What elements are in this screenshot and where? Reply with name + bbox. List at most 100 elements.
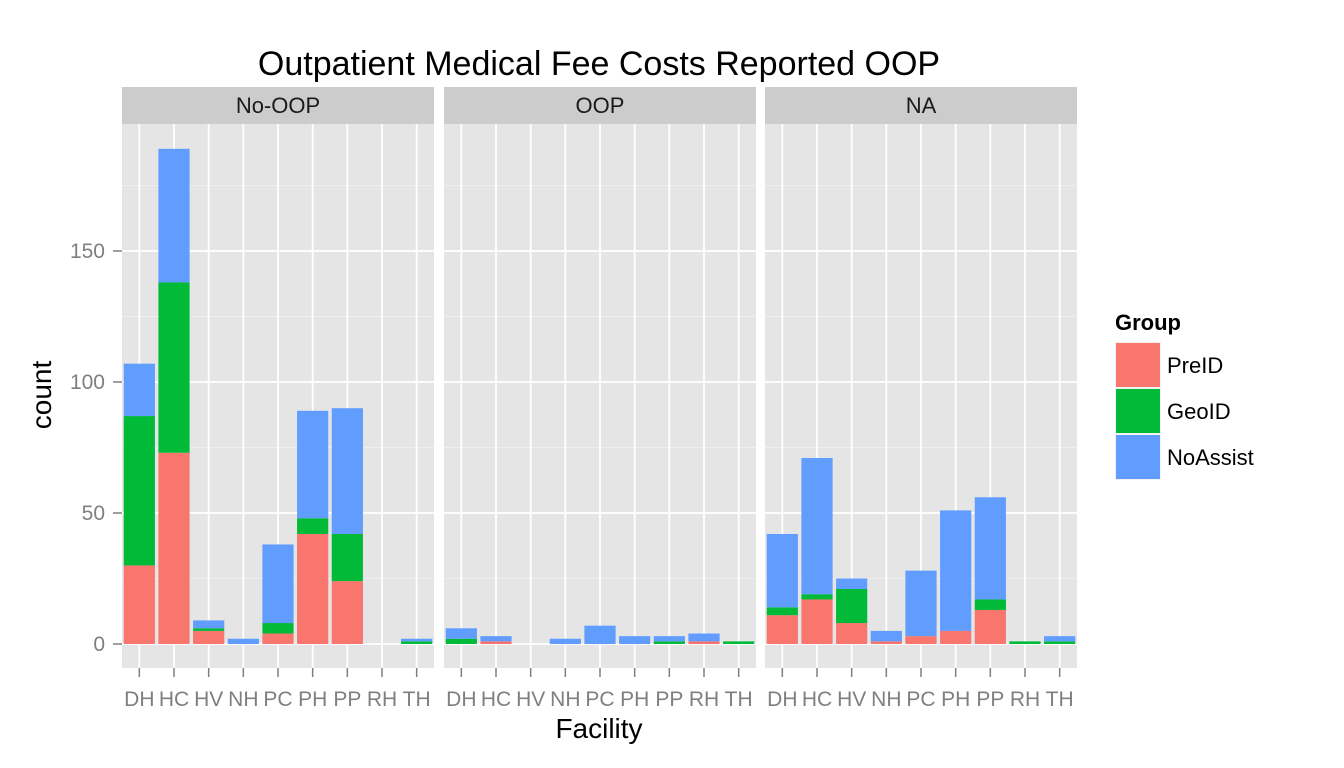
x-tick-label: HV [516, 688, 545, 711]
x-tick-label: NH [228, 688, 258, 711]
facet-strip [122, 87, 434, 124]
x-tick-label: PC [585, 688, 614, 711]
bar-geoid-hc [801, 594, 833, 600]
bar-noassist-th [401, 638, 433, 642]
bar-noassist-dh [766, 533, 798, 608]
legend: Group PreID GeoID NoAssist [1115, 310, 1254, 480]
x-tick-label: HC [802, 688, 832, 711]
bar-geoid-ph [297, 518, 329, 534]
bar-noassist-ph [619, 636, 651, 644]
y-tick-label: 150 [70, 240, 105, 263]
bar-noassist-dh [445, 628, 477, 639]
x-tick-label: HC [481, 688, 511, 711]
legend-key-noassist [1116, 435, 1160, 479]
bar-geoid-hc [158, 282, 190, 453]
bar-preid-hv [193, 630, 225, 644]
bar-geoid-pp [653, 641, 685, 644]
x-tick-label: PP [655, 688, 683, 711]
facet-strip-label: No-OOP [236, 93, 320, 118]
bar-noassist-hc [801, 457, 833, 595]
bar-noassist-pc [905, 570, 937, 637]
x-tick-label: RH [1010, 688, 1040, 711]
x-tick-label: RH [367, 688, 397, 711]
chart-title: Outpatient Medical Fee Costs Reported OO… [258, 45, 940, 83]
y-tick-label: 50 [82, 502, 105, 525]
x-tick-label: HV [194, 688, 223, 711]
bar-preid-ph [297, 533, 329, 644]
x-tick-label: PC [263, 688, 292, 711]
facet-strip-label: OOP [576, 93, 625, 118]
bar-noassist-hv [193, 620, 225, 629]
x-axis-title: Facility [555, 713, 642, 744]
facet-panel-no-oop: No-OOP DH HC HV NH PC PH PP RH TH [122, 87, 434, 711]
x-tick-label: HV [837, 688, 866, 711]
bar-noassist-dh [123, 363, 155, 417]
x-tick-label: RH [689, 688, 719, 711]
bar-preid-hc [158, 452, 190, 644]
bar-preid-pp [974, 609, 1006, 644]
bar-noassist-nh [549, 638, 581, 644]
x-tick-label: TH [1046, 688, 1074, 711]
bar-noassist-hc [158, 148, 190, 283]
bar-noassist-th [1044, 636, 1076, 642]
legend-label-geoid: GeoID [1167, 399, 1231, 424]
bar-geoid-dh [123, 416, 155, 566]
x-tick-label: PP [976, 688, 1004, 711]
bar-preid-hc [480, 641, 512, 644]
bar-preid-dh [123, 565, 155, 644]
y-tick-label: 0 [93, 633, 105, 656]
x-tick-label: HC [159, 688, 189, 711]
bar-preid-dh [766, 615, 798, 644]
bar-geoid-dh [766, 607, 798, 616]
x-tick-label: DH [124, 688, 154, 711]
bar-geoid-th [1044, 641, 1076, 644]
facet-strip [444, 87, 756, 124]
facet-strip [765, 87, 1077, 124]
y-tick-label: 100 [70, 371, 105, 394]
x-tick-label: PH [941, 688, 970, 711]
bar-noassist-nh [870, 630, 902, 642]
bar-geoid-dh [445, 638, 477, 644]
bar-geoid-pc [262, 623, 294, 634]
bar-preid-hv [836, 623, 868, 644]
bar-noassist-pc [262, 544, 294, 624]
x-tick-label: TH [725, 688, 753, 711]
bar-preid-pp [331, 581, 363, 644]
bar-geoid-hv [836, 588, 868, 624]
x-tick-label: TH [403, 688, 431, 711]
legend-label-noassist: NoAssist [1167, 445, 1254, 470]
x-tick-label: NH [550, 688, 580, 711]
bar-noassist-pp [331, 408, 363, 534]
bar-noassist-rh [688, 633, 720, 642]
x-tick-label: NH [871, 688, 901, 711]
facet-strip-label: NA [906, 93, 937, 118]
bar-preid-pc [262, 633, 294, 644]
x-tick-label: PH [298, 688, 327, 711]
bar-geoid-pp [331, 533, 363, 582]
bar-noassist-ph [940, 510, 972, 631]
bar-noassist-pp [653, 636, 685, 642]
bar-noassist-pp [974, 497, 1006, 600]
bar-preid-rh [688, 641, 720, 644]
bar-geoid-hv [193, 628, 225, 631]
x-tick-label: PC [906, 688, 935, 711]
bar-geoid-th [723, 641, 755, 644]
legend-title: Group [1115, 310, 1181, 335]
bar-preid-nh [870, 641, 902, 644]
bar-noassist-ph [297, 410, 329, 519]
bar-geoid-pp [974, 599, 1006, 610]
y-axis-title: count [26, 361, 57, 430]
facet-panel-oop: OOP DH HC HV NH PC PH PP RH TH [444, 87, 756, 711]
facet-panel-na: NA DH HC HV NH PC PH PP RH TH [765, 87, 1077, 711]
bar-preid-ph [940, 630, 972, 644]
bar-geoid-rh [1009, 641, 1041, 644]
legend-label-preid: PreID [1167, 353, 1223, 378]
x-tick-label: DH [767, 688, 797, 711]
bar-noassist-hv [836, 578, 868, 589]
x-tick-label: PP [333, 688, 361, 711]
bar-preid-hc [801, 599, 833, 644]
bar-noassist-pc [584, 625, 616, 644]
bar-geoid-th [401, 641, 433, 644]
